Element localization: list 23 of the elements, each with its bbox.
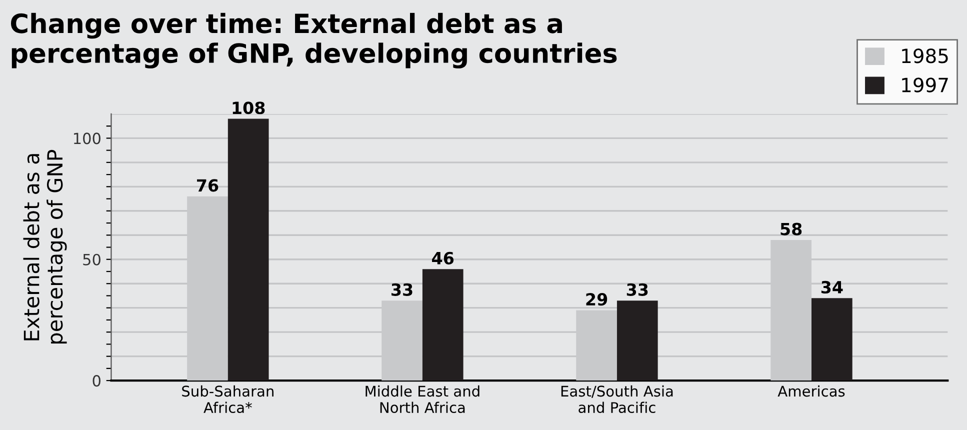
bar: [422, 269, 464, 381]
bar: [616, 300, 658, 381]
x-tick-label: East/South Asia and Pacific: [561, 385, 673, 414]
x-tick-label: Americas: [778, 385, 845, 397]
data-label: 108: [232, 102, 265, 114]
data-label: 58: [780, 222, 802, 236]
x-tick-label: Middle East and North Africa: [366, 385, 480, 414]
chart-title: Change over time: External debt as a percentage of GNP, developing countries: [10, 12, 617, 68]
x-tick-label: Sub-Saharan Africa*: [182, 385, 274, 414]
bar: [228, 118, 269, 381]
legend-label: 1997: [902, 78, 948, 92]
data-label: 29: [586, 293, 608, 306]
legend-label: 1985: [902, 48, 948, 64]
data-label: 34: [821, 280, 843, 294]
y-axis-title: External debt as a percentage of GNP: [23, 150, 67, 344]
data-label: 33: [626, 283, 648, 296]
bar: [811, 298, 852, 381]
y-tick-label: 50: [83, 254, 100, 266]
y-tick-label: 100: [74, 132, 100, 144]
y-tick-label: 0: [92, 375, 100, 387]
data-label: 33: [392, 283, 412, 296]
data-label: 76: [197, 179, 218, 192]
data-label: 46: [432, 252, 454, 264]
